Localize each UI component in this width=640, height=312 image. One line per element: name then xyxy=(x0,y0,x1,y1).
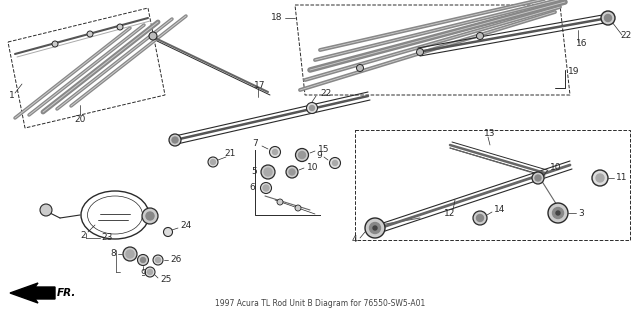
Circle shape xyxy=(373,226,377,230)
Text: 25: 25 xyxy=(160,275,172,285)
Text: 14: 14 xyxy=(494,206,506,215)
Circle shape xyxy=(156,257,161,262)
Text: 7: 7 xyxy=(252,139,258,149)
Circle shape xyxy=(296,149,308,162)
Circle shape xyxy=(356,65,364,71)
Text: 18: 18 xyxy=(271,13,282,22)
Circle shape xyxy=(532,172,544,184)
Text: 20: 20 xyxy=(74,115,86,124)
Circle shape xyxy=(126,250,134,258)
Circle shape xyxy=(172,137,178,143)
Circle shape xyxy=(117,24,123,30)
Circle shape xyxy=(535,175,541,181)
Text: 8: 8 xyxy=(110,250,116,259)
Circle shape xyxy=(163,227,173,236)
Circle shape xyxy=(146,212,154,220)
Circle shape xyxy=(286,166,298,178)
Text: 11: 11 xyxy=(616,173,627,183)
Circle shape xyxy=(592,170,608,186)
Text: 9: 9 xyxy=(316,150,322,159)
Circle shape xyxy=(153,255,163,265)
Circle shape xyxy=(601,11,615,25)
Circle shape xyxy=(289,169,295,175)
Text: 9: 9 xyxy=(140,270,146,279)
Circle shape xyxy=(263,185,269,191)
Circle shape xyxy=(295,205,301,211)
Text: 1997 Acura TL Rod Unit B Diagram for 76550-SW5-A01: 1997 Acura TL Rod Unit B Diagram for 765… xyxy=(215,299,425,308)
Circle shape xyxy=(261,165,275,179)
Circle shape xyxy=(123,247,137,261)
Circle shape xyxy=(473,211,487,225)
Text: 10: 10 xyxy=(307,163,319,172)
Text: 5: 5 xyxy=(252,168,257,177)
Circle shape xyxy=(307,103,317,114)
Text: 23: 23 xyxy=(101,233,113,242)
Circle shape xyxy=(145,267,155,277)
Text: 4: 4 xyxy=(351,236,357,245)
Text: 19: 19 xyxy=(568,67,579,76)
Circle shape xyxy=(477,215,483,222)
Text: FR.: FR. xyxy=(57,288,76,298)
Circle shape xyxy=(477,32,483,40)
Circle shape xyxy=(298,152,305,158)
Text: 2: 2 xyxy=(81,231,86,240)
Circle shape xyxy=(269,147,280,158)
Text: 12: 12 xyxy=(444,209,456,218)
Text: 15: 15 xyxy=(318,145,330,154)
Circle shape xyxy=(605,14,611,22)
Circle shape xyxy=(365,218,385,238)
Circle shape xyxy=(141,257,145,262)
Text: 26: 26 xyxy=(170,256,181,265)
Circle shape xyxy=(273,149,278,154)
Text: 6: 6 xyxy=(249,183,255,193)
Polygon shape xyxy=(10,283,55,303)
Text: 24: 24 xyxy=(180,222,191,231)
Circle shape xyxy=(417,48,424,56)
Circle shape xyxy=(40,204,52,216)
Circle shape xyxy=(369,222,381,233)
Circle shape xyxy=(556,211,560,215)
Circle shape xyxy=(142,208,158,224)
Text: 21: 21 xyxy=(224,149,236,158)
Text: 16: 16 xyxy=(576,40,588,48)
Circle shape xyxy=(330,158,340,168)
Circle shape xyxy=(333,160,337,165)
Text: 22: 22 xyxy=(620,32,632,41)
Circle shape xyxy=(264,168,272,176)
Circle shape xyxy=(552,207,563,218)
Circle shape xyxy=(87,31,93,37)
Circle shape xyxy=(260,183,271,193)
Circle shape xyxy=(169,134,181,146)
Circle shape xyxy=(138,255,148,266)
Text: 1: 1 xyxy=(9,90,15,100)
Circle shape xyxy=(548,203,568,223)
Circle shape xyxy=(149,32,157,40)
Text: 22: 22 xyxy=(320,90,332,99)
Circle shape xyxy=(211,159,216,164)
Circle shape xyxy=(52,41,58,47)
Text: 10: 10 xyxy=(550,163,561,173)
Text: 13: 13 xyxy=(484,129,496,139)
Text: 3: 3 xyxy=(578,208,584,217)
Circle shape xyxy=(596,174,604,182)
Text: 17: 17 xyxy=(254,80,266,90)
Circle shape xyxy=(310,105,314,110)
Circle shape xyxy=(147,270,152,275)
Circle shape xyxy=(277,199,283,205)
Circle shape xyxy=(208,157,218,167)
